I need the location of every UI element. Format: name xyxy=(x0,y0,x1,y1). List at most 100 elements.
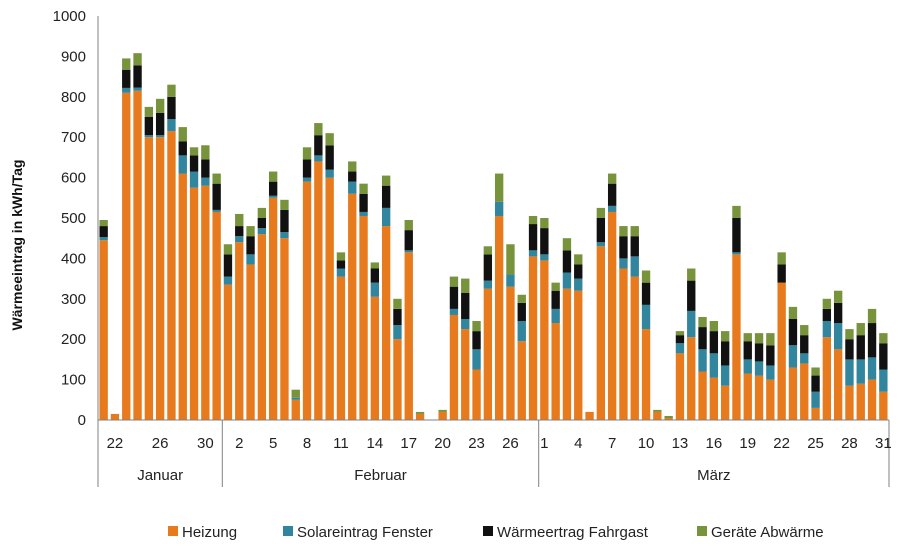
bar-segment xyxy=(732,205,741,218)
bar-segment xyxy=(698,371,707,420)
bar-segment xyxy=(291,397,300,400)
bar-segment xyxy=(302,181,312,420)
bar-segment xyxy=(777,282,786,420)
bar-segment xyxy=(743,333,752,342)
bar-segment xyxy=(155,98,165,113)
bar-segment xyxy=(574,254,583,265)
bar-segment xyxy=(607,205,617,212)
legend-label: Geräte Abwärme xyxy=(711,524,824,541)
bar-segment xyxy=(494,173,504,202)
bar-segment xyxy=(325,177,334,420)
bar-segment xyxy=(359,183,368,194)
x-tick-label: 1 xyxy=(540,435,548,452)
bar-segment xyxy=(574,290,583,420)
bar-segment xyxy=(619,226,628,237)
bar-segment xyxy=(709,353,719,378)
bar-segment xyxy=(302,147,312,160)
bar-segment xyxy=(845,385,854,420)
bar-segment xyxy=(336,260,346,269)
bar-segment xyxy=(822,298,832,309)
bar-segment xyxy=(370,268,380,283)
bar-segment xyxy=(879,333,888,344)
bar-segment xyxy=(506,286,515,420)
bar-segment xyxy=(133,90,142,421)
bar-segment xyxy=(766,379,775,420)
bar-segment xyxy=(381,207,391,227)
bar-segment xyxy=(743,359,752,374)
bar-segment xyxy=(528,224,538,251)
bar-segment xyxy=(619,258,628,269)
bar-segment xyxy=(280,199,289,210)
bar-segment xyxy=(144,135,154,138)
bar-segment xyxy=(461,319,470,330)
bar-segment xyxy=(777,252,786,265)
bar-segment xyxy=(133,53,142,66)
bar-segment xyxy=(314,123,323,136)
bar-segment xyxy=(732,254,741,420)
bar-segment xyxy=(155,137,165,420)
bar-segment xyxy=(167,119,176,132)
month-label: Februar xyxy=(354,467,407,484)
bar-segment xyxy=(122,69,131,88)
bar-segment xyxy=(709,377,719,420)
bar-segment xyxy=(212,183,221,210)
x-tick-label: 22 xyxy=(773,435,790,452)
bar-segment xyxy=(381,175,391,186)
bars xyxy=(99,53,888,421)
bar-segment xyxy=(336,268,346,277)
bar-segment xyxy=(122,58,131,70)
bar-segment xyxy=(483,288,493,420)
bar-segment xyxy=(743,373,752,420)
bar-segment xyxy=(811,375,820,392)
y-tick-label: 900 xyxy=(61,48,86,65)
month-labels: Januar Februar März xyxy=(137,467,730,484)
bar-segment xyxy=(675,331,685,336)
bar-segment xyxy=(483,246,493,255)
x-tick-label: 10 xyxy=(638,435,655,452)
bar-segment xyxy=(517,321,526,342)
bar-segment xyxy=(280,232,289,239)
bar-segment xyxy=(619,236,628,259)
legend-label: Wärmeertrag Fahrgast xyxy=(497,524,649,541)
bar-segment xyxy=(585,411,594,420)
bar-segment xyxy=(551,323,560,420)
bar-segment xyxy=(698,349,707,372)
bar-segment xyxy=(743,341,752,360)
bar-segment xyxy=(641,270,651,283)
bar-segment xyxy=(370,262,380,269)
bar-segment xyxy=(235,226,244,237)
bar-segment xyxy=(607,211,617,420)
y-tick-label: 200 xyxy=(61,331,86,348)
bar-segment xyxy=(641,304,651,330)
bar-segment xyxy=(201,145,210,160)
bar-segment xyxy=(698,316,707,328)
bar-segment xyxy=(348,193,357,420)
bar-segment xyxy=(370,282,380,297)
bar-segment xyxy=(562,288,572,420)
y-tick-label: 1000 xyxy=(53,8,86,25)
bar-segment xyxy=(336,252,346,261)
bar-segment xyxy=(540,254,549,261)
bar-segment xyxy=(268,171,278,182)
x-tick-label: 26 xyxy=(502,435,519,452)
bar-segment xyxy=(223,284,233,420)
bar-segment xyxy=(879,343,888,370)
bar-segment xyxy=(291,399,300,420)
bar-segment xyxy=(472,331,481,350)
x-tick-label: 20 xyxy=(434,435,451,452)
bar-segment xyxy=(517,294,526,303)
bar-segment xyxy=(867,323,877,358)
bar-segment xyxy=(800,335,809,354)
bar-segment xyxy=(867,357,877,380)
bar-segment xyxy=(811,391,820,408)
bar-segment xyxy=(415,411,425,414)
bar-segment xyxy=(449,308,459,315)
bar-segment xyxy=(506,244,515,275)
bar-segment xyxy=(189,187,199,420)
bar-segment xyxy=(867,379,877,420)
bar-segment xyxy=(856,359,865,384)
legend: Heizung Solareintrag Fenster Wärmeertrag F… xyxy=(168,524,824,541)
bar-segment xyxy=(754,343,764,362)
bar-segment xyxy=(268,197,278,420)
bar-segment xyxy=(178,141,187,156)
